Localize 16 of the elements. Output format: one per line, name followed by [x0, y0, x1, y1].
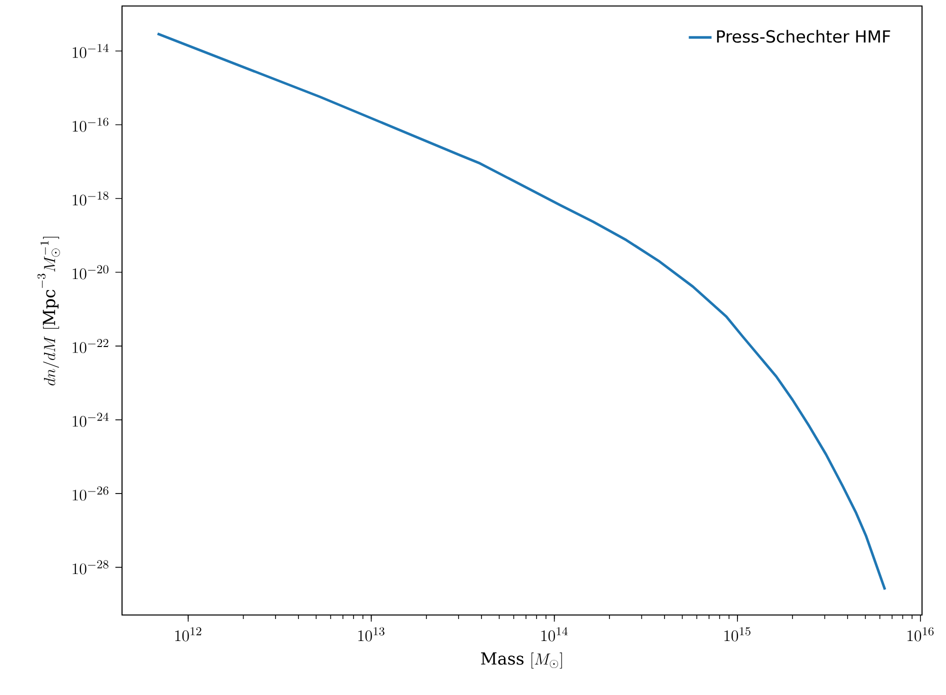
y-tick-label: $10^{-22}$ — [72, 339, 108, 354]
x-tick-label: $10^{14}$ — [541, 627, 568, 642]
y-tick-label: $10^{-16}$ — [72, 118, 108, 132]
y-axis-title: $dn/dM\ [\mathrm{Mpc}^{-3}M_\odot^{-1}]$ — [37, 236, 60, 386]
legend-label: Press-Schechter HMF — [717, 30, 890, 43]
y-tick-label: $10^{-18}$ — [72, 191, 108, 206]
x-tick-label: $10^{16}$ — [908, 627, 934, 642]
y-tick-label: $10^{-14}$ — [72, 44, 109, 58]
x-tick-label: $10^{13}$ — [358, 627, 384, 642]
y-tick-label: $10^{-26}$ — [72, 486, 108, 501]
x-axis-title: $\mathrm{Mass}\ [M_\odot]$ — [481, 652, 562, 669]
y-tick-label: $10^{-20}$ — [72, 265, 108, 280]
x-tick-label: $10^{12}$ — [175, 627, 202, 642]
y-tick-label: $10^{-28}$ — [72, 560, 108, 574]
x-tick-label: $10^{15}$ — [724, 627, 750, 642]
y-tick-label: $10^{-24}$ — [72, 412, 109, 427]
